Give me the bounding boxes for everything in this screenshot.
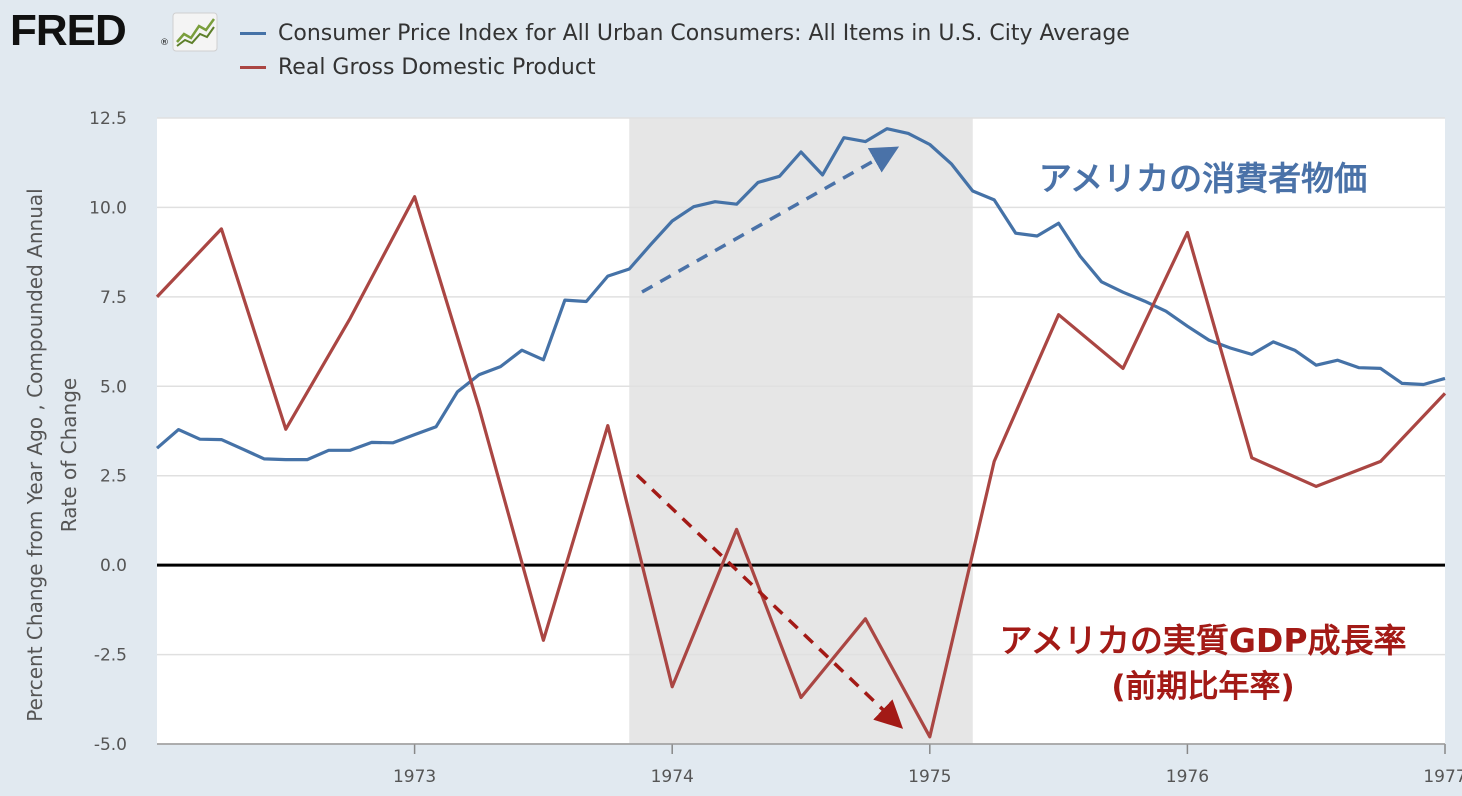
chart-header: FRED ® Consumer Price Index for All Urba… — [0, 0, 1462, 100]
x-axis-ticks: 1973 1974 1975 1976 1977 — [157, 743, 1462, 787]
gdp-annotation: アメリカの実質GDP成長率 — [999, 621, 1406, 660]
cpi-trend-arrow — [641, 146, 900, 294]
recession-shading — [629, 118, 973, 744]
x-tick-label: 1975 — [908, 767, 951, 787]
y-tick-label: 7.5 — [100, 288, 127, 308]
y-tick-label: -5.0 — [94, 735, 127, 755]
legend-label-gdp: Real Gross Domestic Product — [278, 54, 596, 80]
y-axis-label: Percent Change from Year Ago , Compounde… — [23, 188, 47, 721]
y-tick-label: 2.5 — [100, 467, 127, 487]
series-lines — [155, 127, 1447, 739]
y-tick-label: 0.0 — [100, 556, 127, 576]
legend-swatch-gdp — [240, 65, 266, 69]
x-tick-label: 1976 — [1166, 767, 1209, 787]
legend-label-cpi: Consumer Price Index for All Urban Consu… — [278, 20, 1130, 46]
legend-item-cpi[interactable]: Consumer Price Index for All Urban Consu… — [240, 16, 1130, 50]
legend: Consumer Price Index for All Urban Consu… — [240, 16, 1130, 84]
y-tick-label: -2.5 — [94, 646, 127, 666]
y-tick-label: 12.5 — [89, 109, 127, 129]
gdp-annotation-sub: (前期比年率) — [1111, 669, 1294, 705]
gdp-trend-arrow — [635, 473, 904, 729]
y-axis-ticks: 12.5 10.0 7.5 5.0 2.5 0.0 -2.5 -5.0 — [89, 109, 127, 755]
line-chart-icon — [172, 12, 218, 52]
y-tick-label: 5.0 — [100, 377, 127, 397]
x-tick-label: 1977 — [1423, 767, 1462, 787]
legend-item-gdp[interactable]: Real Gross Domestic Product — [240, 50, 1130, 84]
x-tick-label: 1974 — [651, 767, 694, 787]
gdp-series-line[interactable] — [155, 195, 1447, 739]
registered-mark: ® — [160, 38, 169, 48]
cpi-annotation: アメリカの消費者物価 — [1039, 159, 1367, 198]
cpi-series-line[interactable] — [155, 127, 1446, 462]
y-tick-label: 10.0 — [89, 198, 127, 218]
x-tick-label: 1973 — [393, 767, 436, 787]
legend-swatch-cpi — [240, 31, 266, 35]
y-axis-label-line2: Rate of Change — [57, 378, 81, 532]
fred-logo[interactable]: FRED — [10, 6, 127, 55]
